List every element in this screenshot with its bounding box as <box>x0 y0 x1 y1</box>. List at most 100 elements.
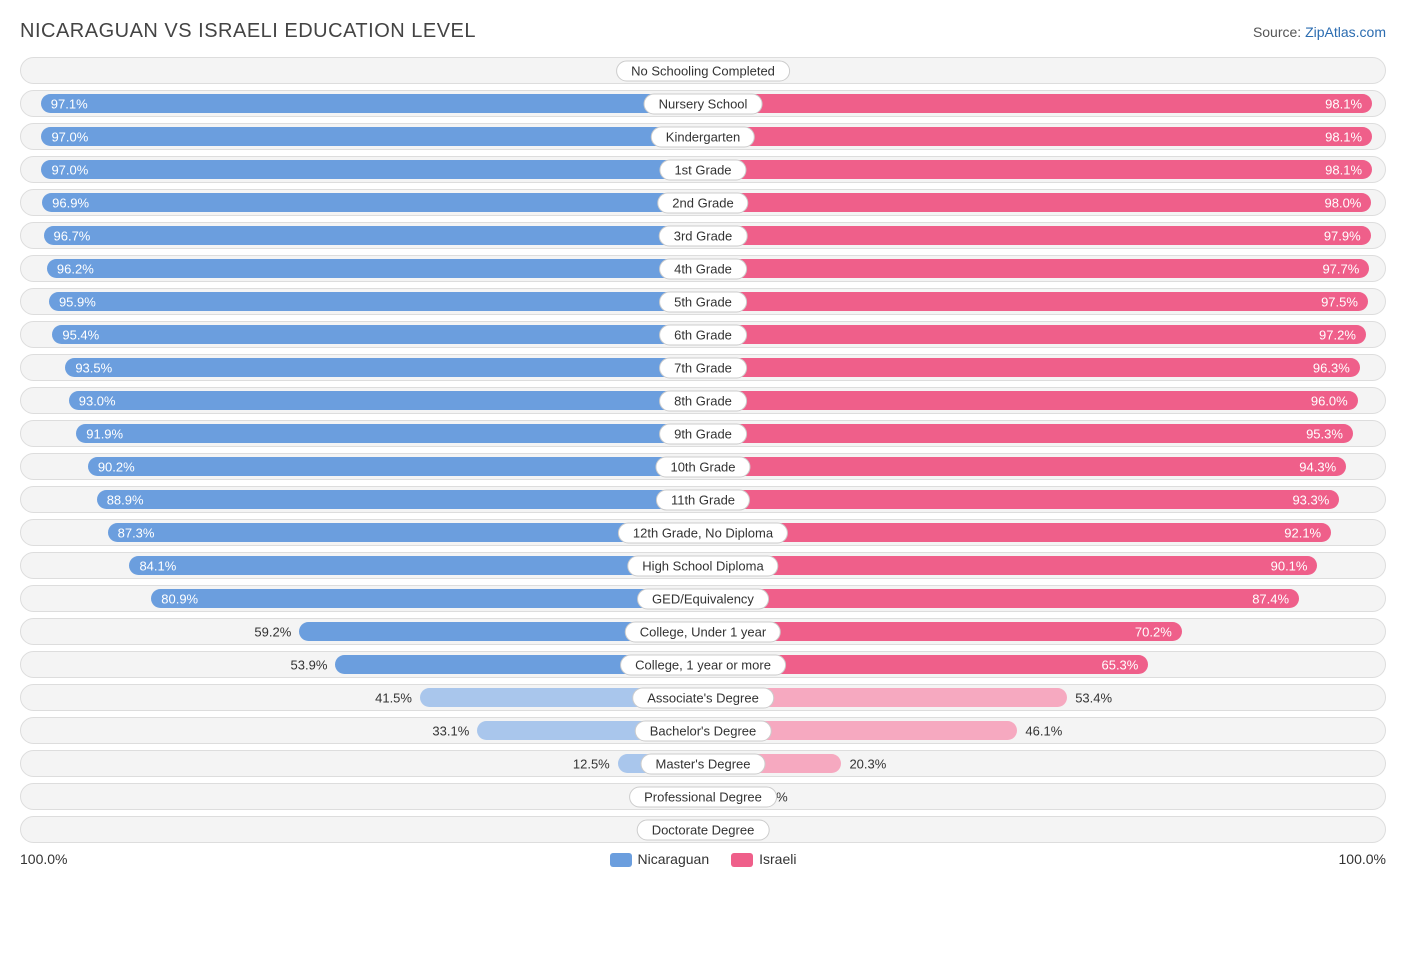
chart-row: 95.9%97.5%5th Grade <box>20 288 1386 315</box>
chart-row: 80.9% 87.4% GED/Equivalency <box>20 585 1386 612</box>
bar-right-value: 90.1% <box>1271 558 1308 573</box>
row-category-label: 9th Grade <box>659 423 747 444</box>
bar-right <box>703 193 1371 212</box>
row-category-label: Doctorate Degree <box>637 819 770 840</box>
bar-right <box>703 490 1339 509</box>
bar-right-value: 98.1% <box>1325 129 1362 144</box>
bar-left <box>49 292 703 311</box>
legend-swatch-right <box>731 853 753 867</box>
chart-row: 88.9%93.3%11th Grade <box>20 486 1386 513</box>
bar-left-value: 96.2% <box>57 261 94 276</box>
bar-left <box>88 457 703 476</box>
bar-left <box>41 94 703 113</box>
bar-right-value: 97.9% <box>1324 228 1361 243</box>
chart-source: Source: ZipAtlas.com <box>1253 24 1386 40</box>
chart-row: 53.9%65.3%College, 1 year or more <box>20 651 1386 678</box>
bar-right-value: 97.5% <box>1321 294 1358 309</box>
bar-left <box>41 160 703 179</box>
row-category-label: 11th Grade <box>656 489 750 510</box>
bar-right-value: 98.0% <box>1325 195 1362 210</box>
bar-right <box>703 127 1372 146</box>
legend-label-left: Nicaraguan <box>638 851 710 867</box>
chart-row: 96.2%97.7%4th Grade <box>20 255 1386 282</box>
bar-left <box>151 589 703 608</box>
bar-left <box>97 490 703 509</box>
bar-right <box>703 292 1368 311</box>
bar-left-value: 97.0% <box>51 129 88 144</box>
source-prefix: Source: <box>1253 24 1305 40</box>
chart-row: 1.5%2.7%Doctorate Degree <box>20 816 1386 843</box>
bar-right-value: 98.1% <box>1325 96 1362 111</box>
bar-left-value: 80.9% <box>161 591 198 606</box>
bar-right-value: 94.3% <box>1299 459 1336 474</box>
bar-left-value: 93.0% <box>79 393 116 408</box>
row-category-label: 3rd Grade <box>659 225 748 246</box>
source-link[interactable]: ZipAtlas.com <box>1305 24 1386 40</box>
bar-right-value: 97.2% <box>1319 327 1356 342</box>
bar-left-value: 91.9% <box>86 426 123 441</box>
row-category-label: Kindergarten <box>651 126 755 147</box>
bar-left-value: 59.2% <box>254 624 291 639</box>
bar-left-value: 12.5% <box>573 756 610 771</box>
chart-row: 91.9%95.3%9th Grade <box>20 420 1386 447</box>
bar-left <box>69 391 703 410</box>
bar-left-value: 90.2% <box>98 459 135 474</box>
chart-rows: 2.9%1.9%No Schooling Completed 97.1% 98.1%… <box>20 57 1386 843</box>
bar-left <box>65 358 703 377</box>
bar-left-value: 33.1% <box>432 723 469 738</box>
bar-left-value: 93.5% <box>75 360 112 375</box>
chart-header: NICARAGUAN VS ISRAELI EDUCATION LEVEL So… <box>20 20 1386 43</box>
bar-right <box>703 226 1371 245</box>
chart-row: 12.5%20.3%Master's Degree <box>20 750 1386 777</box>
bar-right <box>703 589 1299 608</box>
bar-left-value: 41.5% <box>375 690 412 705</box>
chart-row: 2.9%1.9%No Schooling Completed <box>20 57 1386 84</box>
row-category-label: 5th Grade <box>659 291 747 312</box>
legend-item-left: Nicaraguan <box>610 851 710 867</box>
bar-left-value: 84.1% <box>139 558 176 573</box>
bar-right-value: 93.3% <box>1292 492 1329 507</box>
bar-right <box>703 457 1346 476</box>
bar-left-value: 53.9% <box>291 657 328 672</box>
chart-row: 97.1% 98.1% Nursery School <box>20 90 1386 117</box>
bar-left-value: 95.4% <box>62 327 99 342</box>
bar-right-value: 87.4% <box>1252 591 1289 606</box>
bar-left-value: 97.1% <box>51 96 88 111</box>
bar-right <box>703 94 1372 113</box>
bar-left-value: 96.7% <box>54 228 91 243</box>
bar-left <box>42 193 703 212</box>
bar-right <box>703 358 1360 377</box>
chart-footer: 100.0% Nicaraguan Israeli 100.0% <box>20 851 1386 867</box>
bar-right <box>703 160 1372 179</box>
chart-row: 59.2%70.2%College, Under 1 year <box>20 618 1386 645</box>
chart-row: 87.3%92.1%12th Grade, No Diploma <box>20 519 1386 546</box>
row-category-label: GED/Equivalency <box>637 588 769 609</box>
row-category-label: Associate's Degree <box>632 687 774 708</box>
row-category-label: 7th Grade <box>659 357 747 378</box>
bar-left <box>41 127 703 146</box>
row-category-label: Nursery School <box>644 93 763 114</box>
bar-right-value: 97.7% <box>1322 261 1359 276</box>
bar-right-value: 98.1% <box>1325 162 1362 177</box>
axis-left-max: 100.0% <box>20 851 67 867</box>
bar-left <box>76 424 703 443</box>
bar-right <box>703 259 1369 278</box>
bar-right-value: 46.1% <box>1025 723 1062 738</box>
legend-swatch-left <box>610 853 632 867</box>
row-category-label: High School Diploma <box>627 555 778 576</box>
bar-right <box>703 391 1358 410</box>
chart-row: 41.5%53.4%Associate's Degree <box>20 684 1386 711</box>
row-category-label: 12th Grade, No Diploma <box>618 522 788 543</box>
bar-right-value: 96.3% <box>1313 360 1350 375</box>
chart-row: 97.0% 98.1% Kindergarten <box>20 123 1386 150</box>
legend-item-right: Israeli <box>731 851 796 867</box>
row-category-label: College, 1 year or more <box>620 654 786 675</box>
bar-left <box>52 325 703 344</box>
legend: Nicaraguan Israeli <box>610 851 797 867</box>
row-category-label: College, Under 1 year <box>625 621 781 642</box>
chart-row: 97.0%98.1%1st Grade <box>20 156 1386 183</box>
bar-right-value: 96.0% <box>1311 393 1348 408</box>
bar-left-value: 97.0% <box>51 162 88 177</box>
bar-right-value: 20.3% <box>849 756 886 771</box>
row-category-label: 10th Grade <box>655 456 750 477</box>
